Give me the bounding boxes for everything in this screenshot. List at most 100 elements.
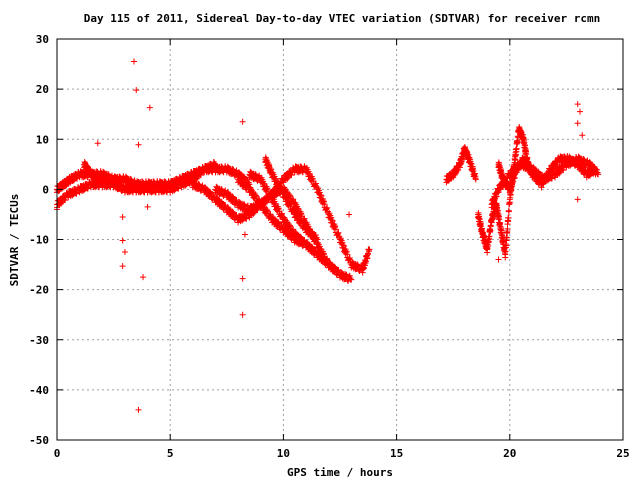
data-point [201,166,208,173]
data-point [312,232,319,239]
data-point [239,311,246,318]
data-point [348,276,355,283]
y-tick-label: 10 [36,133,49,146]
data-point [230,210,237,217]
data-point [309,230,316,237]
y-tick-label: 30 [36,33,49,46]
data-point [119,237,126,244]
data-point [259,200,266,207]
grid [57,39,623,440]
data-point [335,229,342,236]
y-tick-label: -50 [29,434,49,447]
data-point [337,271,343,278]
data-point [320,255,327,262]
data-point [298,235,305,242]
data-point [241,231,248,238]
data-point [472,176,479,183]
data-point [119,263,126,270]
data-point [74,175,81,182]
data-point [243,215,250,222]
x-tick-label: 0 [54,447,61,460]
data-point [135,406,142,413]
data-point [579,132,586,139]
data-point [593,166,600,173]
data-point [282,216,289,223]
data-point [503,178,510,185]
data-point [230,195,237,202]
data-point [278,210,285,217]
y-tick-label: -20 [29,284,49,297]
y-tick-label: 0 [42,183,49,196]
data-point [121,249,128,256]
data-point [207,190,214,197]
data-point [535,170,542,177]
data-point [186,175,193,182]
data-point [346,254,353,261]
data-point [576,108,583,115]
data-point [309,245,316,252]
data-point [314,236,321,243]
data-point [505,207,512,214]
data-point [574,101,581,108]
data-point [197,170,204,177]
y-tick-label: -10 [29,234,49,247]
data-point [239,275,246,282]
data-point [514,166,521,173]
data-point [211,160,218,167]
x-axis-label: GPS time / hours [287,466,393,479]
data-point [278,185,285,192]
data-point [275,220,282,227]
x-tick-label: 10 [277,447,290,460]
data-point [290,196,297,203]
y-tick-label: 20 [36,83,49,96]
data-point [73,190,80,197]
data-point [293,211,300,218]
data-point [239,118,246,125]
data-point [538,184,545,191]
data-point [560,166,567,173]
data-point [347,275,354,282]
x-tick-label: 15 [390,447,403,460]
data-point [267,190,274,197]
data-point [335,267,342,274]
axis-ticks: 0 5 10 15 20 25 30 20 10 0 -10 -20 -30 -40 -50 [29,33,630,460]
data-point [595,171,602,178]
data-point [163,185,170,192]
data-point [290,205,297,212]
data-point [144,203,151,210]
data-point [341,243,348,250]
data-point [209,165,216,172]
data-point [574,196,581,203]
data-point [218,200,225,207]
data-point [241,180,248,187]
data-point [505,214,512,221]
data-point [256,196,263,203]
data-point [312,180,319,187]
data-point [502,254,509,261]
x-tick-label: 5 [167,447,174,460]
data-point [495,189,502,196]
data-point [84,185,91,192]
data-point [554,161,561,168]
data-point [324,204,331,211]
data-point [329,217,336,224]
data-points [54,58,602,413]
data-point [288,171,295,178]
data-point [325,261,332,268]
chart-title: Day 115 of 2011, Sidereal Day-to-day VTE… [84,12,601,25]
data-point [140,274,147,281]
data-point [248,185,255,192]
data-point [130,58,137,65]
data-point [332,265,339,272]
data-point [548,175,555,182]
data-point [175,180,182,187]
y-tick-label: -40 [29,384,49,397]
data-point [94,140,101,147]
data-point [254,205,261,212]
data-point [135,141,142,148]
data-point [366,246,373,253]
data-point [62,196,69,203]
y-axis-label: SDTVAR / TECUs [8,194,21,287]
data-point [574,120,581,127]
